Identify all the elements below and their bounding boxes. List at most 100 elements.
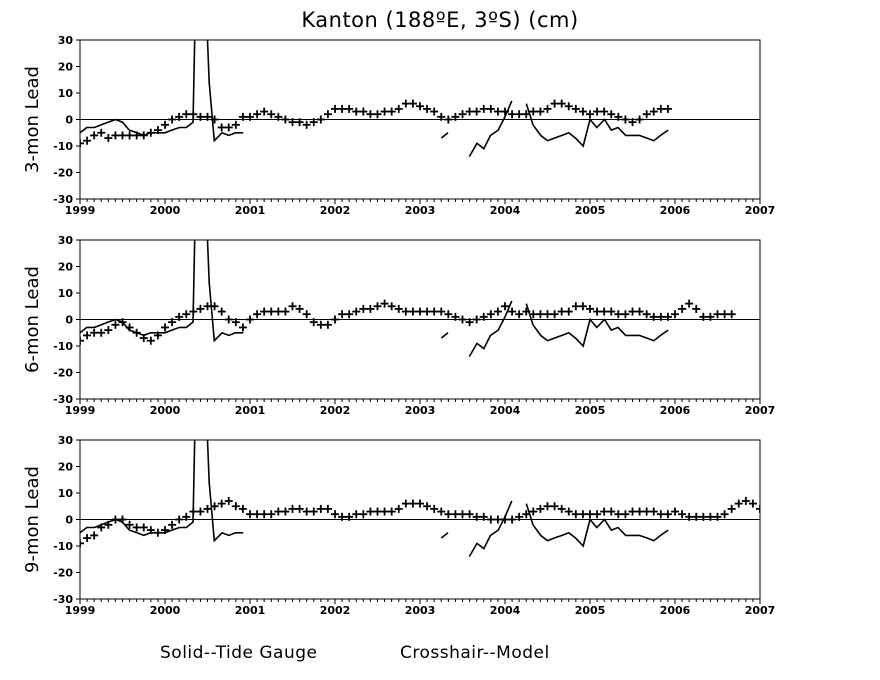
model-crosshair-point [288,118,297,127]
model-crosshair-point [649,507,658,516]
tide-gauge-line [525,503,669,548]
model-crosshair-point [408,307,417,316]
model-crosshair-point [80,336,84,345]
model-crosshair-point [295,504,304,513]
model-crosshair-point [515,512,524,521]
y-tick-label: 30 [58,34,74,47]
model-crosshair-point [557,504,566,513]
y-tick-label: 20 [58,461,74,474]
model-crosshair-point [161,120,169,129]
model-crosshair-point [139,334,148,343]
x-tick-label: 1999 [65,404,96,417]
model-crosshair-point [586,304,594,313]
model-crosshair-point [486,515,495,524]
x-tick-label: 2007 [745,604,776,617]
model-crosshair-point [734,499,743,508]
model-crosshair-point [458,510,467,519]
model-crosshair-point [274,507,283,516]
model-crosshair-point [536,107,545,116]
model-crosshair-point [663,510,672,519]
model-crosshair-point [182,512,191,521]
model-crosshair-point [104,134,113,143]
model-crosshair-point [118,318,127,327]
model-crosshair-point [203,302,212,311]
model-crosshair-point [217,307,226,316]
legend-solid-label: Solid--Tide Gauge [160,643,318,663]
model-crosshair-point [352,307,361,316]
model-crosshair-point [423,307,432,316]
model-crosshair-point [338,104,347,113]
model-crosshair-point [479,512,488,521]
model-crosshair-point [373,110,382,119]
model-crosshair-point [189,110,198,119]
model-crosshair-point [83,534,92,543]
model-crosshair-point [309,118,318,127]
model-crosshair-point [125,520,134,529]
model-crosshair-point [380,507,389,516]
model-crosshair-point [444,310,453,319]
model-crosshair-point [224,496,233,505]
model-crosshair-point [175,312,184,321]
model-crosshair-point [748,499,757,508]
model-crosshair-point [699,512,708,521]
x-tick-label: 2000 [150,404,181,417]
model-crosshair-point [97,523,106,532]
model-crosshair-point [479,312,488,321]
model-crosshair-point [281,507,290,516]
y-tick-label: -10 [53,540,73,553]
model-crosshair-point [692,304,701,313]
model-crosshair-point [394,304,403,313]
tide-gauge-line [206,440,244,543]
model-crosshair-point [295,304,304,313]
tide-gauge-line [525,103,669,148]
model-crosshair-point [302,120,311,129]
model-crosshair-point [189,507,198,516]
y-tick-label: -30 [53,193,73,206]
model-crosshair-point [571,104,580,113]
model-crosshair-point [416,307,424,316]
model-crosshair-point [607,110,616,119]
model-crosshair-point [593,510,602,519]
model-crosshair-point [231,502,240,511]
model-crosshair-point [323,110,332,119]
model-crosshair-point [203,112,212,121]
model-crosshair-point [189,307,198,316]
model-crosshair-point [97,128,106,137]
y-axis-label: 3-mon Lead [22,66,43,173]
model-crosshair-point [649,312,658,321]
model-crosshair-point [564,102,573,111]
y-tick-label: 0 [65,114,73,127]
model-crosshair-point [401,99,410,108]
model-crosshair-point [727,504,736,513]
model-crosshair-point [345,310,354,319]
model-crosshair-point [267,510,276,519]
model-crosshair-point [416,499,424,508]
model-crosshair-point [444,115,453,124]
model-crosshair-point [359,304,368,313]
tide-gauge-line [80,40,196,137]
tide-gauge-line [440,132,449,139]
model-crosshair-point [522,110,531,119]
model-crosshair-point [246,112,254,121]
model-crosshair-point [550,310,559,319]
x-tick-label: 2004 [490,204,521,217]
model-crosshair-point [607,307,616,316]
model-crosshair-point [493,515,502,524]
model-crosshair-point [281,307,290,316]
model-crosshair-point [564,307,573,316]
model-crosshair-point [451,312,460,321]
model-crosshair-point [656,510,665,519]
model-crosshair-point [168,115,177,124]
model-crosshair-point [345,512,354,521]
model-crosshair-point [288,302,297,311]
model-crosshair-point [267,110,276,119]
model-crosshair-point [338,310,347,319]
model-crosshair-point [380,299,389,308]
model-crosshair-point [501,515,509,524]
x-tick-label: 2003 [405,404,436,417]
x-tick-label: 2001 [235,604,266,617]
model-crosshair-point [401,307,410,316]
model-crosshair-point [80,539,84,548]
model-crosshair-point [458,110,467,119]
y-tick-label: -10 [53,340,73,353]
